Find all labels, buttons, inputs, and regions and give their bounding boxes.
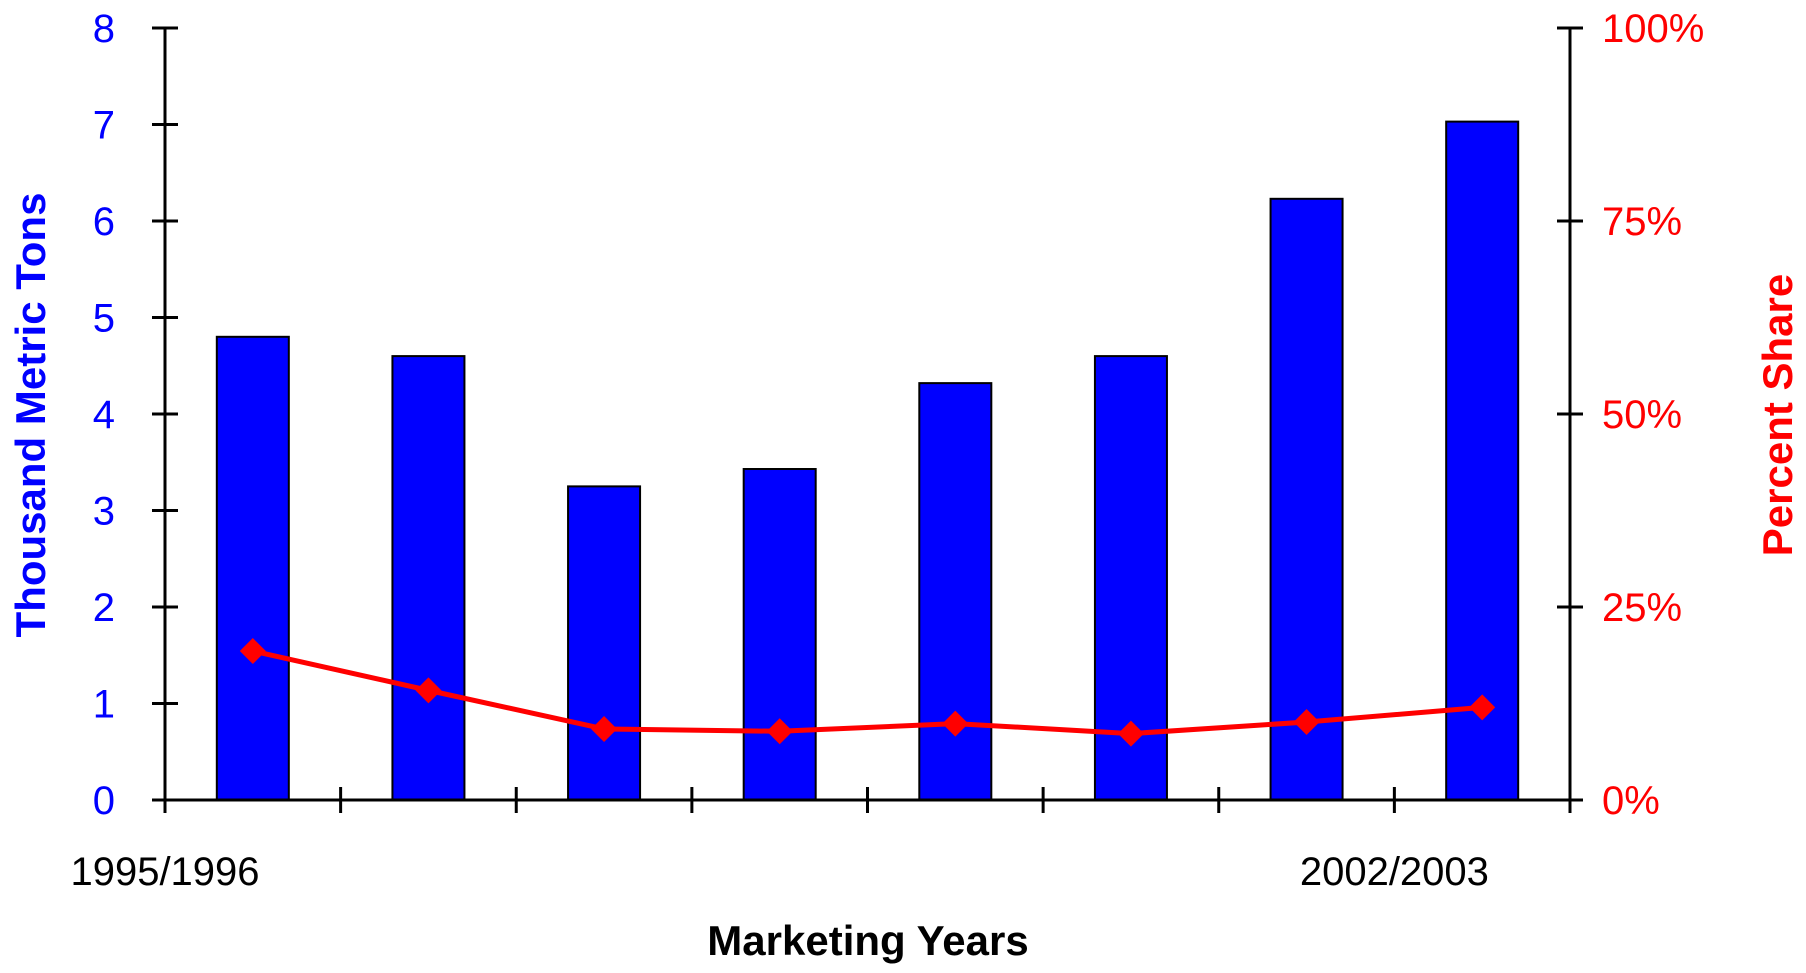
bars-group: [215, 120, 1520, 802]
left-tick-label-6: 6: [93, 200, 115, 244]
right-tick-label-0: 0%: [1602, 779, 1660, 823]
bar-2: [567, 485, 642, 801]
share-line: [252, 648, 1483, 737]
left-tick-label-3: 3: [93, 490, 115, 534]
share-point-2: [591, 715, 618, 742]
right-tick-label-2: 50%: [1602, 393, 1682, 437]
share-point-1: [415, 677, 442, 704]
left-tick-label-0: 0: [93, 779, 115, 823]
left-tick-label-5: 5: [93, 297, 115, 341]
left-tick-label-2: 2: [93, 586, 115, 630]
bar-0: [215, 335, 290, 801]
x-tick-label-7: 2002/2003: [1300, 850, 1489, 894]
bar-6: [1269, 197, 1344, 801]
left-tick-label-1: 1: [93, 683, 115, 727]
share-line-group: [239, 638, 1496, 747]
share-point-4: [942, 710, 969, 737]
y2-axis-title: Percent Share: [1754, 274, 1801, 556]
x-tick-label-0: 1995/1996: [70, 850, 259, 894]
right-tick-label-3: 75%: [1602, 200, 1682, 244]
bar-7: [1445, 120, 1520, 802]
share-point-6: [1293, 709, 1320, 736]
bar-4: [918, 382, 993, 801]
left-tick-label-4: 4: [93, 393, 115, 437]
left-tick-label-8: 8: [93, 7, 115, 51]
bar-1: [391, 355, 466, 801]
share-point-5: [1117, 720, 1144, 747]
right-tick-label-1: 25%: [1602, 586, 1682, 630]
bar-3: [742, 468, 817, 801]
tick-labels-group: 0 1 2 3 4 5 6 7 8 0% 25% 50% 75% 100% 1995/1996 2002/20…: [70, 7, 1704, 894]
share-point-7: [1469, 694, 1496, 721]
share-point-3: [766, 718, 793, 745]
right-tick-label-4: 100%: [1602, 7, 1704, 51]
axes-group: [152, 26, 1583, 813]
x-axis-title: Marketing Years: [707, 917, 1028, 964]
share-point-0: [239, 638, 266, 665]
y-axis-title: Thousand Metric Tons: [7, 193, 54, 638]
left-tick-label-7: 7: [93, 104, 115, 148]
